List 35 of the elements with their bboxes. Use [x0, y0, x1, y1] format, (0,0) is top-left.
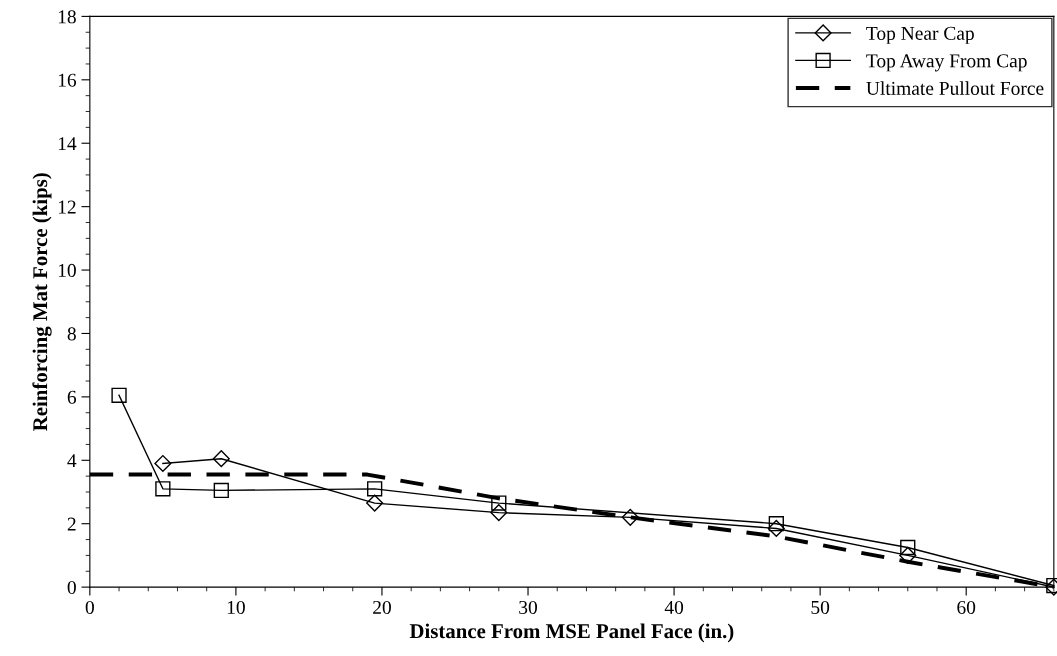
x-tick-label: 40 [664, 600, 684, 614]
x-tick-label: 0 [85, 600, 94, 614]
y-tick-label: 12 [58, 200, 76, 214]
x-tick-label: 10 [227, 600, 245, 614]
x-tick-label: 30 [519, 600, 537, 614]
y-tick-label: 14 [58, 137, 77, 150]
point [621, 508, 639, 526]
point [212, 450, 230, 468]
y-tick-label: 0 [67, 580, 76, 595]
legend-label: Top Away From Cap [866, 54, 1027, 72]
legend-label: Ultimate Pullout Force [866, 81, 1044, 95]
x-tick-label: 50 [811, 600, 830, 614]
point [367, 481, 383, 497]
y-tick-label: 16 [58, 73, 77, 87]
point [491, 495, 507, 511]
y-tick-label: 2 [67, 517, 76, 531]
point [366, 494, 384, 512]
y-tick-label: 18 [58, 10, 76, 24]
y-tick-label: 8 [67, 327, 76, 341]
y-axis-title: Reinforcing Mat Force (kips) [32, 173, 52, 431]
legend-label: Top Near Cap [866, 26, 974, 44]
point [767, 519, 785, 538]
point [900, 539, 916, 556]
x-axis-title: Distance From MSE Panel Face (in.) [409, 623, 734, 643]
point [155, 481, 171, 497]
y-tick-label: 10 [58, 263, 76, 277]
point [111, 387, 127, 403]
x-tick-label: 20 [373, 600, 391, 614]
point [154, 454, 172, 473]
x-tick-label: 60 [957, 600, 976, 614]
point [213, 482, 229, 499]
point [490, 504, 508, 522]
point [768, 516, 784, 532]
y-tick-label: 6 [67, 390, 77, 404]
y-tick-label: 4 [67, 454, 77, 468]
